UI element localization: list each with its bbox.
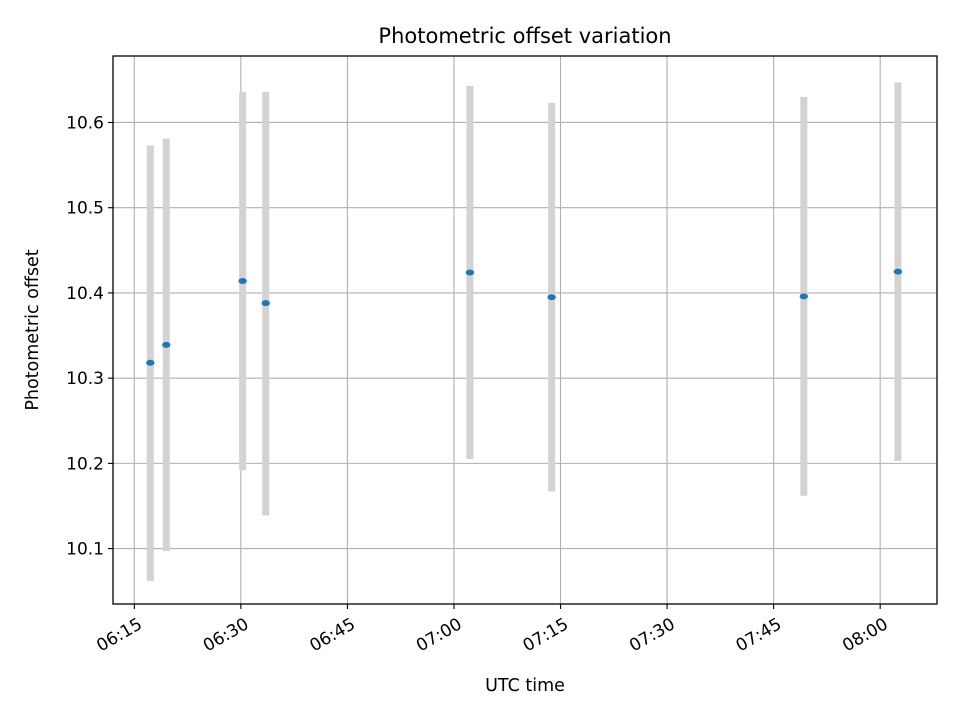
y-tick-label: 10.1 <box>66 540 104 560</box>
data-point <box>465 269 475 276</box>
y-tick-label: 10.3 <box>66 369 104 389</box>
data-point <box>238 277 247 284</box>
y-tick-label: 10.6 <box>66 113 104 133</box>
data-point <box>893 268 903 275</box>
y-tick-label: 10.5 <box>66 199 104 219</box>
chart-title: Photometric offset variation <box>378 24 671 48</box>
y-tick-label: 10.2 <box>66 454 104 474</box>
grid <box>113 56 937 604</box>
data-point <box>146 359 155 366</box>
y-tick-label: 10.4 <box>66 284 104 304</box>
data-point <box>547 294 556 301</box>
y-axis-label: Photometric offset <box>23 249 43 410</box>
y-axis-ticks: 10.1 10.2 10.3 10.4 10.5 10.6 <box>66 113 113 560</box>
data-points <box>146 268 903 366</box>
data-point <box>162 341 171 348</box>
plot-frame <box>112 55 938 605</box>
x-axis-label: UTC time <box>485 676 565 696</box>
data-point <box>799 293 809 300</box>
data-point <box>261 300 270 307</box>
